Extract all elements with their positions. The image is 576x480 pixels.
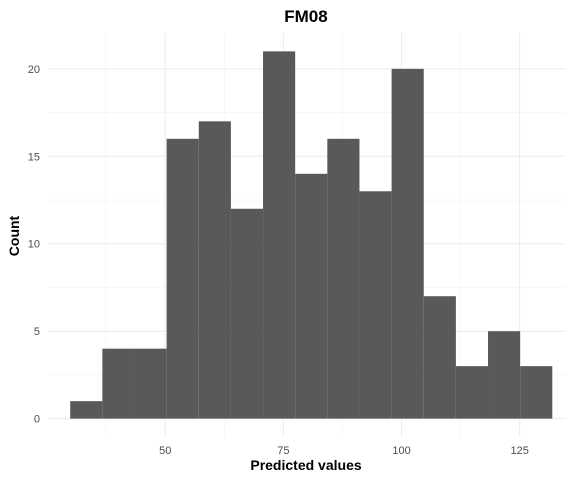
y-axis-label: Count: [6, 215, 22, 256]
histogram-bar: [455, 366, 489, 419]
y-tick-label: 10: [28, 239, 40, 251]
histogram-bar: [359, 191, 392, 419]
histogram-bar: [263, 51, 296, 419]
y-tick-label: 20: [28, 64, 40, 76]
x-tick-labels: 50 75 100 125: [159, 445, 529, 457]
histogram-bar: [134, 348, 167, 419]
histogram-bar: [295, 173, 328, 419]
histogram-bar: [391, 68, 424, 419]
histogram-bar: [327, 138, 360, 419]
y-tick-labels: 0 5 10 15 20: [28, 64, 40, 426]
y-tick-label: 15: [28, 151, 40, 163]
histogram-bar: [423, 296, 456, 419]
chart-title: FM08: [284, 7, 327, 26]
histogram-bars: [70, 51, 553, 419]
histogram-bar: [198, 121, 231, 419]
histogram-bar: [230, 208, 264, 419]
x-tick-label: 75: [277, 445, 289, 457]
x-tick-label: 50: [159, 445, 171, 457]
histogram-bar: [166, 138, 199, 419]
histogram-bar: [520, 366, 553, 419]
x-tick-label: 125: [511, 445, 529, 457]
x-axis-label: Predicted values: [250, 457, 361, 473]
histogram-bar: [102, 348, 135, 419]
y-tick-label: 0: [34, 414, 40, 426]
x-tick-label: 100: [392, 445, 410, 457]
y-tick-label: 5: [34, 326, 40, 338]
histogram-bar: [488, 331, 521, 419]
histogram-bar: [70, 401, 103, 419]
